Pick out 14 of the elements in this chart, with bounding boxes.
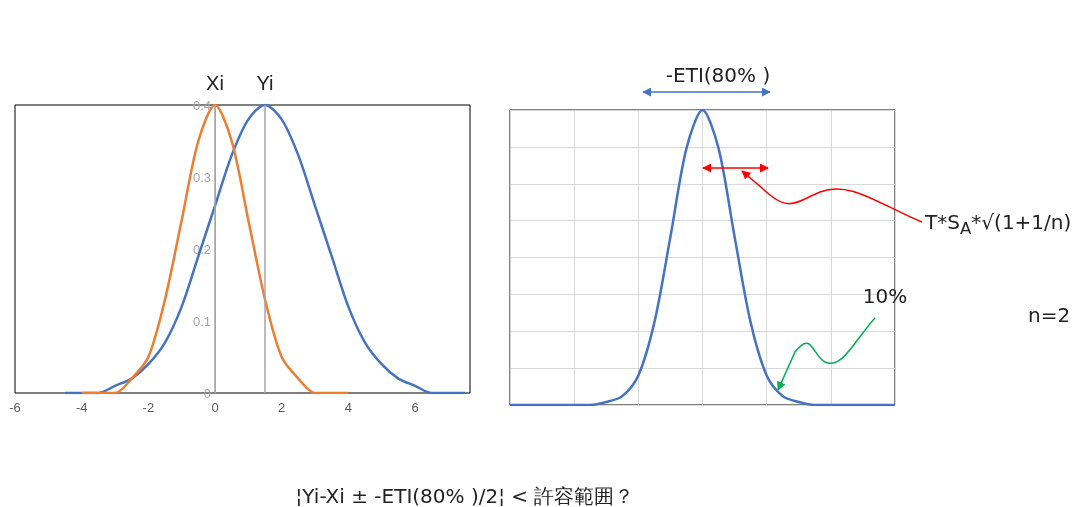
text: -ETI(80% ) (665, 63, 771, 87)
x-tick-label: -6 (9, 400, 21, 415)
text: n=2 (1028, 303, 1071, 327)
x-tick-label: -4 (75, 400, 88, 415)
x-tick-label: 2 (278, 400, 286, 415)
x-tick-label: 4 (344, 400, 352, 415)
x-tick-label: -2 (142, 400, 155, 415)
y-tick-label: 0.3 (192, 169, 211, 185)
text: T*S$_{A}$*√(1+1/n) (925, 210, 1072, 238)
y-tick-label: 0.1 (192, 313, 211, 329)
ref-line-label: Yi (256, 72, 274, 94)
x-tick-label: 6 (411, 400, 419, 415)
text: ¦Yi-Xi ± -ETI(80% )/2¦ < 許容範囲？ (295, 483, 635, 507)
ref-line-label: Xi (206, 72, 224, 94)
